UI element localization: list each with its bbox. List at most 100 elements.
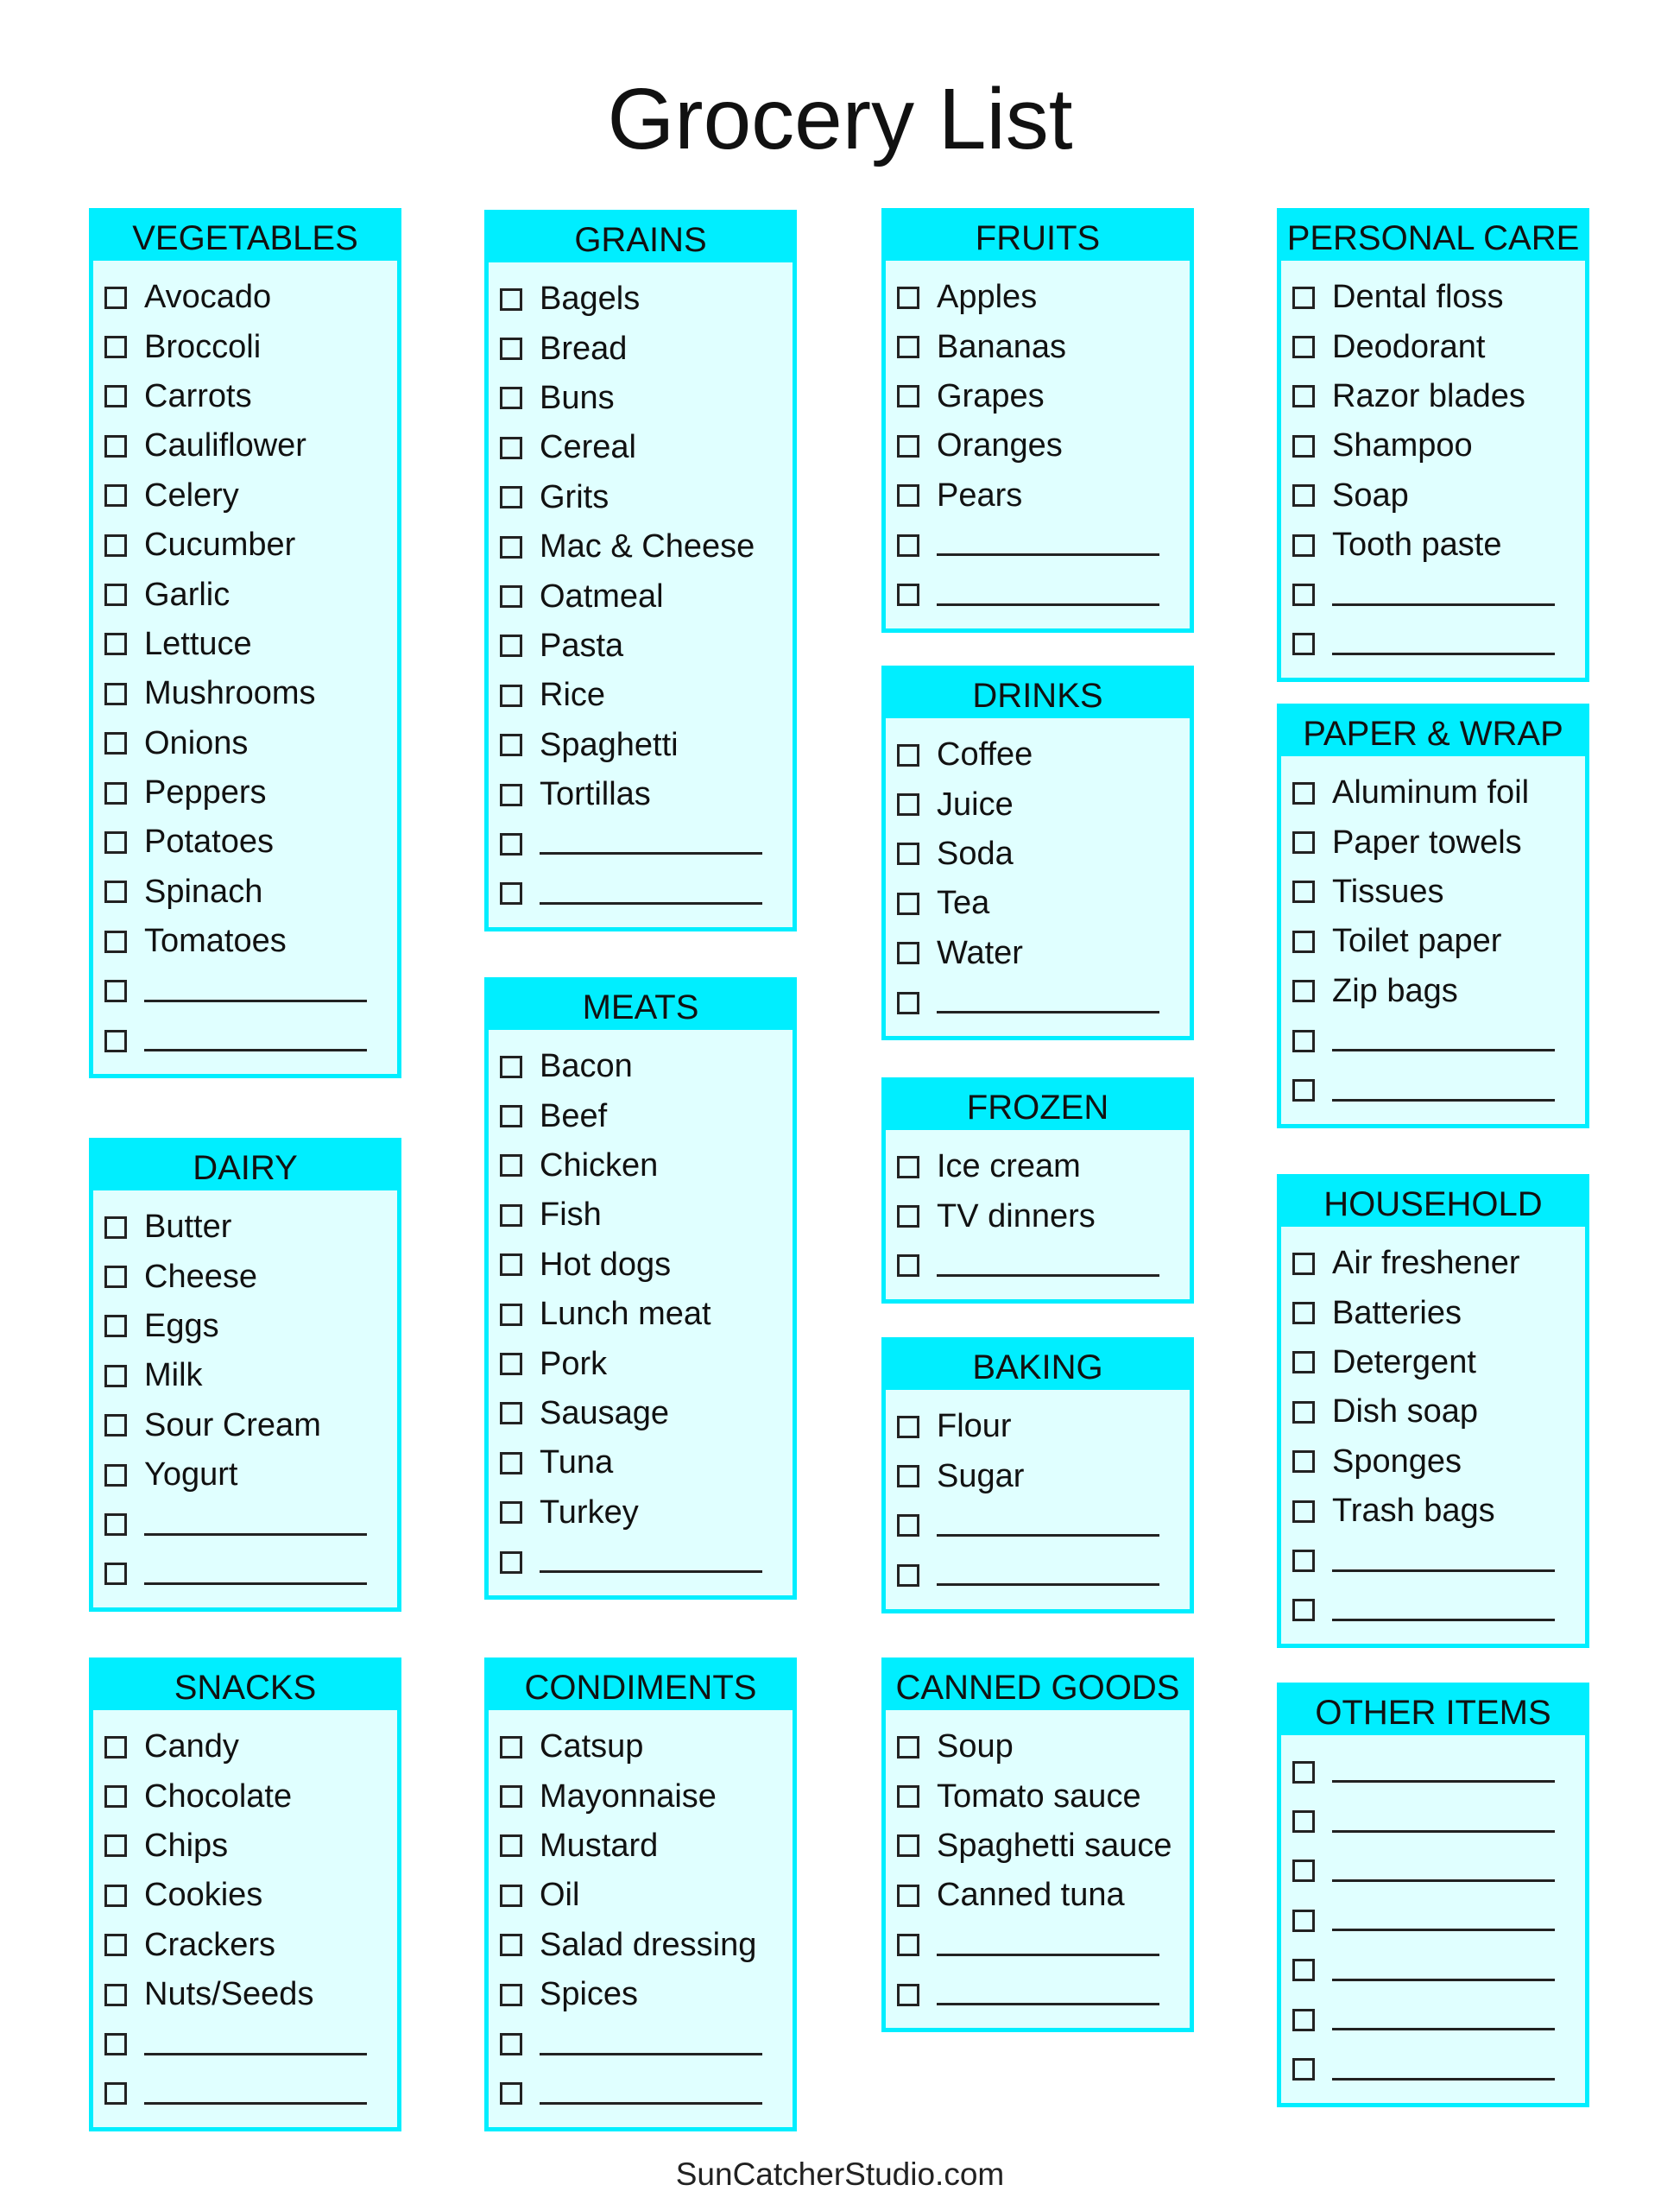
checkbox-icon[interactable] — [897, 1934, 919, 1957]
blank-write-in-line[interactable] — [937, 1515, 1159, 1537]
checkbox-icon[interactable] — [500, 1353, 522, 1376]
checkbox-icon[interactable] — [897, 942, 919, 965]
checkbox-icon[interactable] — [897, 1563, 919, 1587]
checkbox-icon[interactable] — [104, 484, 127, 508]
checkbox-icon[interactable] — [104, 286, 127, 309]
checkbox-icon[interactable] — [104, 1315, 127, 1338]
checkbox-icon[interactable] — [897, 991, 919, 1014]
checkbox-icon[interactable] — [104, 1029, 127, 1052]
checkbox-icon[interactable] — [500, 387, 522, 410]
checkbox-icon[interactable] — [104, 1414, 127, 1437]
checkbox-icon[interactable] — [1292, 1351, 1315, 1374]
checkbox-icon[interactable] — [1292, 1909, 1315, 1932]
checkbox-icon[interactable] — [1292, 781, 1315, 805]
checkbox-icon[interactable] — [897, 1205, 919, 1228]
checkbox-icon[interactable] — [500, 287, 522, 311]
blank-write-in-line[interactable] — [1332, 1761, 1555, 1784]
blank-write-in-line[interactable] — [1332, 1030, 1555, 1052]
checkbox-icon[interactable] — [104, 1735, 127, 1759]
checkbox-icon[interactable] — [897, 584, 919, 607]
checkbox-icon[interactable] — [500, 535, 522, 559]
checkbox-icon[interactable] — [1292, 1760, 1315, 1784]
checkbox-icon[interactable] — [1292, 1302, 1315, 1325]
checkbox-icon[interactable] — [897, 743, 919, 767]
checkbox-icon[interactable] — [897, 793, 919, 817]
checkbox-icon[interactable] — [104, 980, 127, 1003]
checkbox-icon[interactable] — [500, 2082, 522, 2106]
checkbox-icon[interactable] — [1292, 2058, 1315, 2081]
checkbox-icon[interactable] — [500, 2033, 522, 2056]
checkbox-icon[interactable] — [500, 1203, 522, 1227]
checkbox-icon[interactable] — [104, 1934, 127, 1957]
blank-write-in-line[interactable] — [937, 1564, 1159, 1587]
checkbox-icon[interactable] — [500, 1402, 522, 1425]
checkbox-icon[interactable] — [500, 684, 522, 707]
checkbox-icon[interactable] — [897, 1735, 919, 1759]
checkbox-icon[interactable] — [897, 1884, 919, 1907]
checkbox-icon[interactable] — [1292, 385, 1315, 408]
checkbox-icon[interactable] — [500, 1105, 522, 1128]
checkbox-icon[interactable] — [1292, 584, 1315, 607]
checkbox-icon[interactable] — [897, 1155, 919, 1178]
checkbox-icon[interactable] — [1292, 1599, 1315, 1622]
checkbox-icon[interactable] — [897, 286, 919, 309]
checkbox-icon[interactable] — [104, 881, 127, 904]
blank-write-in-line[interactable] — [540, 2034, 762, 2055]
checkbox-icon[interactable] — [500, 832, 522, 856]
checkbox-icon[interactable] — [1292, 1500, 1315, 1523]
checkbox-icon[interactable] — [500, 1303, 522, 1326]
blank-write-in-line[interactable] — [937, 534, 1159, 557]
checkbox-icon[interactable] — [500, 1983, 522, 2006]
checkbox-icon[interactable] — [500, 1735, 522, 1759]
checkbox-icon[interactable] — [1292, 1959, 1315, 1982]
blank-write-in-line[interactable] — [937, 1984, 1159, 2006]
blank-write-in-line[interactable] — [1332, 1600, 1555, 1621]
blank-write-in-line[interactable] — [144, 2034, 367, 2055]
checkbox-icon[interactable] — [500, 436, 522, 459]
blank-write-in-line[interactable] — [144, 2083, 367, 2105]
checkbox-icon[interactable] — [104, 2082, 127, 2106]
checkbox-icon[interactable] — [897, 1514, 919, 1538]
checkbox-icon[interactable] — [500, 783, 522, 806]
checkbox-icon[interactable] — [897, 534, 919, 557]
blank-write-in-line[interactable] — [937, 1935, 1159, 1956]
checkbox-icon[interactable] — [500, 338, 522, 361]
checkbox-icon[interactable] — [897, 892, 919, 915]
checkbox-icon[interactable] — [1292, 1029, 1315, 1052]
checkbox-icon[interactable] — [104, 1785, 127, 1809]
blank-write-in-line[interactable] — [937, 584, 1159, 606]
checkbox-icon[interactable] — [104, 1463, 127, 1487]
checkbox-icon[interactable] — [500, 585, 522, 609]
checkbox-icon[interactable] — [897, 843, 919, 866]
checkbox-icon[interactable] — [104, 385, 127, 408]
checkbox-icon[interactable] — [104, 633, 127, 656]
checkbox-icon[interactable] — [897, 484, 919, 508]
blank-write-in-line[interactable] — [1332, 1550, 1555, 1572]
checkbox-icon[interactable] — [500, 1253, 522, 1277]
checkbox-icon[interactable] — [897, 1254, 919, 1278]
checkbox-icon[interactable] — [104, 1364, 127, 1387]
checkbox-icon[interactable] — [500, 882, 522, 906]
checkbox-icon[interactable] — [1292, 286, 1315, 309]
checkbox-icon[interactable] — [897, 1785, 919, 1809]
blank-write-in-line[interactable] — [1332, 1910, 1555, 1932]
checkbox-icon[interactable] — [1292, 534, 1315, 557]
checkbox-icon[interactable] — [500, 1055, 522, 1078]
checkbox-icon[interactable] — [1292, 930, 1315, 953]
blank-write-in-line[interactable] — [1332, 584, 1555, 606]
checkbox-icon[interactable] — [1292, 1860, 1315, 1883]
checkbox-icon[interactable] — [897, 336, 919, 359]
checkbox-icon[interactable] — [500, 1834, 522, 1858]
checkbox-icon[interactable] — [104, 1513, 127, 1537]
checkbox-icon[interactable] — [897, 434, 919, 458]
checkbox-icon[interactable] — [104, 336, 127, 359]
checkbox-icon[interactable] — [104, 434, 127, 458]
checkbox-icon[interactable] — [1292, 1450, 1315, 1474]
checkbox-icon[interactable] — [500, 1550, 522, 1574]
blank-write-in-line[interactable] — [144, 1030, 367, 1052]
checkbox-icon[interactable] — [1292, 980, 1315, 1003]
checkbox-icon[interactable] — [897, 1465, 919, 1488]
checkbox-icon[interactable] — [1292, 2008, 1315, 2031]
blank-write-in-line[interactable] — [540, 833, 762, 856]
checkbox-icon[interactable] — [897, 1415, 919, 1438]
